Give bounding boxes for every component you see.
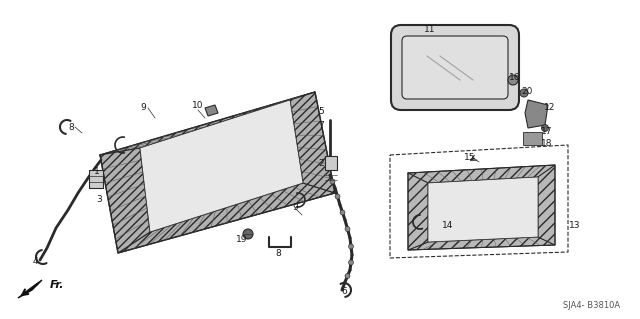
Text: 4: 4 bbox=[32, 257, 38, 266]
Circle shape bbox=[330, 179, 335, 184]
Text: 7: 7 bbox=[318, 121, 324, 130]
Circle shape bbox=[349, 244, 353, 249]
Polygon shape bbox=[100, 148, 150, 253]
Circle shape bbox=[508, 75, 518, 85]
Polygon shape bbox=[118, 183, 335, 253]
Polygon shape bbox=[100, 92, 315, 155]
FancyBboxPatch shape bbox=[402, 36, 508, 99]
Polygon shape bbox=[18, 280, 42, 298]
Circle shape bbox=[541, 124, 548, 131]
Text: Fr.: Fr. bbox=[50, 280, 65, 290]
Polygon shape bbox=[205, 105, 218, 116]
Text: 3: 3 bbox=[96, 196, 102, 204]
Text: 13: 13 bbox=[569, 220, 580, 229]
Text: 6: 6 bbox=[341, 287, 347, 296]
Text: 9: 9 bbox=[140, 103, 146, 113]
Text: 8: 8 bbox=[68, 122, 74, 131]
Text: SJA4- B3810A: SJA4- B3810A bbox=[563, 300, 620, 309]
Polygon shape bbox=[290, 92, 335, 193]
Text: 19: 19 bbox=[236, 235, 248, 244]
Text: 18: 18 bbox=[541, 138, 553, 147]
Polygon shape bbox=[140, 100, 303, 232]
Polygon shape bbox=[428, 177, 538, 242]
Text: 2: 2 bbox=[318, 159, 324, 167]
Text: 5: 5 bbox=[318, 108, 324, 116]
Text: 14: 14 bbox=[442, 220, 454, 229]
Text: 1: 1 bbox=[94, 167, 100, 175]
FancyBboxPatch shape bbox=[89, 170, 103, 188]
Circle shape bbox=[345, 226, 350, 232]
Circle shape bbox=[340, 210, 345, 215]
Text: 11: 11 bbox=[424, 26, 436, 34]
Circle shape bbox=[349, 260, 353, 265]
FancyBboxPatch shape bbox=[325, 156, 337, 170]
Polygon shape bbox=[523, 132, 542, 145]
Text: 16: 16 bbox=[509, 73, 521, 83]
Circle shape bbox=[345, 273, 350, 278]
Text: 20: 20 bbox=[522, 86, 532, 95]
Circle shape bbox=[243, 229, 253, 239]
Text: 10: 10 bbox=[192, 100, 204, 109]
Text: 15: 15 bbox=[464, 153, 476, 162]
Polygon shape bbox=[408, 173, 428, 250]
Text: 17: 17 bbox=[541, 128, 553, 137]
Text: 12: 12 bbox=[544, 102, 556, 112]
Polygon shape bbox=[525, 100, 548, 128]
Text: 9: 9 bbox=[292, 204, 298, 212]
Text: 8: 8 bbox=[275, 249, 281, 258]
Polygon shape bbox=[408, 237, 555, 250]
Polygon shape bbox=[538, 165, 555, 245]
Circle shape bbox=[520, 89, 528, 97]
FancyBboxPatch shape bbox=[391, 25, 519, 110]
Circle shape bbox=[335, 194, 340, 199]
Polygon shape bbox=[408, 165, 555, 183]
